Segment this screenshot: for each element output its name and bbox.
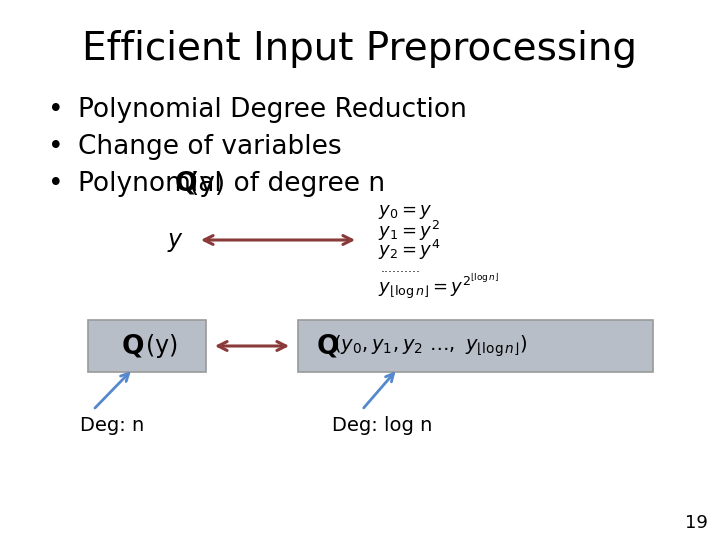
Text: $y_{\lfloor \log n \rfloor} = y^{2^{\lfloor \log n \rfloor}}$: $y_{\lfloor \log n \rfloor} = y^{2^{\lfl… [378,271,499,301]
Text: y: y [168,228,182,252]
Text: $y_2 = y^4$: $y_2 = y^4$ [378,238,441,262]
Text: Change of variables: Change of variables [78,134,341,160]
Text: (y) of degree n: (y) of degree n [189,171,385,197]
Bar [88,320,206,372]
Text: $y_0 = y$: $y_0 = y$ [378,203,433,221]
Text: •: • [48,97,63,123]
Text: Polynomial Degree Reduction: Polynomial Degree Reduction [78,97,467,123]
Text: $\mathbf{Q}$: $\mathbf{Q}$ [316,333,339,360]
Text: (y): (y) [146,334,179,358]
Text: Deg: log n: Deg: log n [332,416,432,435]
Text: Deg: n: Deg: n [80,416,144,435]
Text: 19: 19 [685,514,708,532]
Bar [298,320,653,372]
Text: Efficient Input Preprocessing: Efficient Input Preprocessing [83,30,637,68]
Text: $y_1 = y^2$: $y_1 = y^2$ [378,219,440,243]
Text: Q: Q [175,171,197,197]
Text: •: • [48,171,63,197]
Text: $\mathbf{Q}$: $\mathbf{Q}$ [121,333,144,360]
Text: $(y_0, y_1, y_2\ \ldots,\ y_{\lfloor \log n \rfloor})$: $(y_0, y_1, y_2\ \ldots,\ y_{\lfloor \lo… [333,333,528,359]
Text: ..........: .......... [381,261,421,274]
Text: Polynomial: Polynomial [78,171,230,197]
Text: •: • [48,134,63,160]
